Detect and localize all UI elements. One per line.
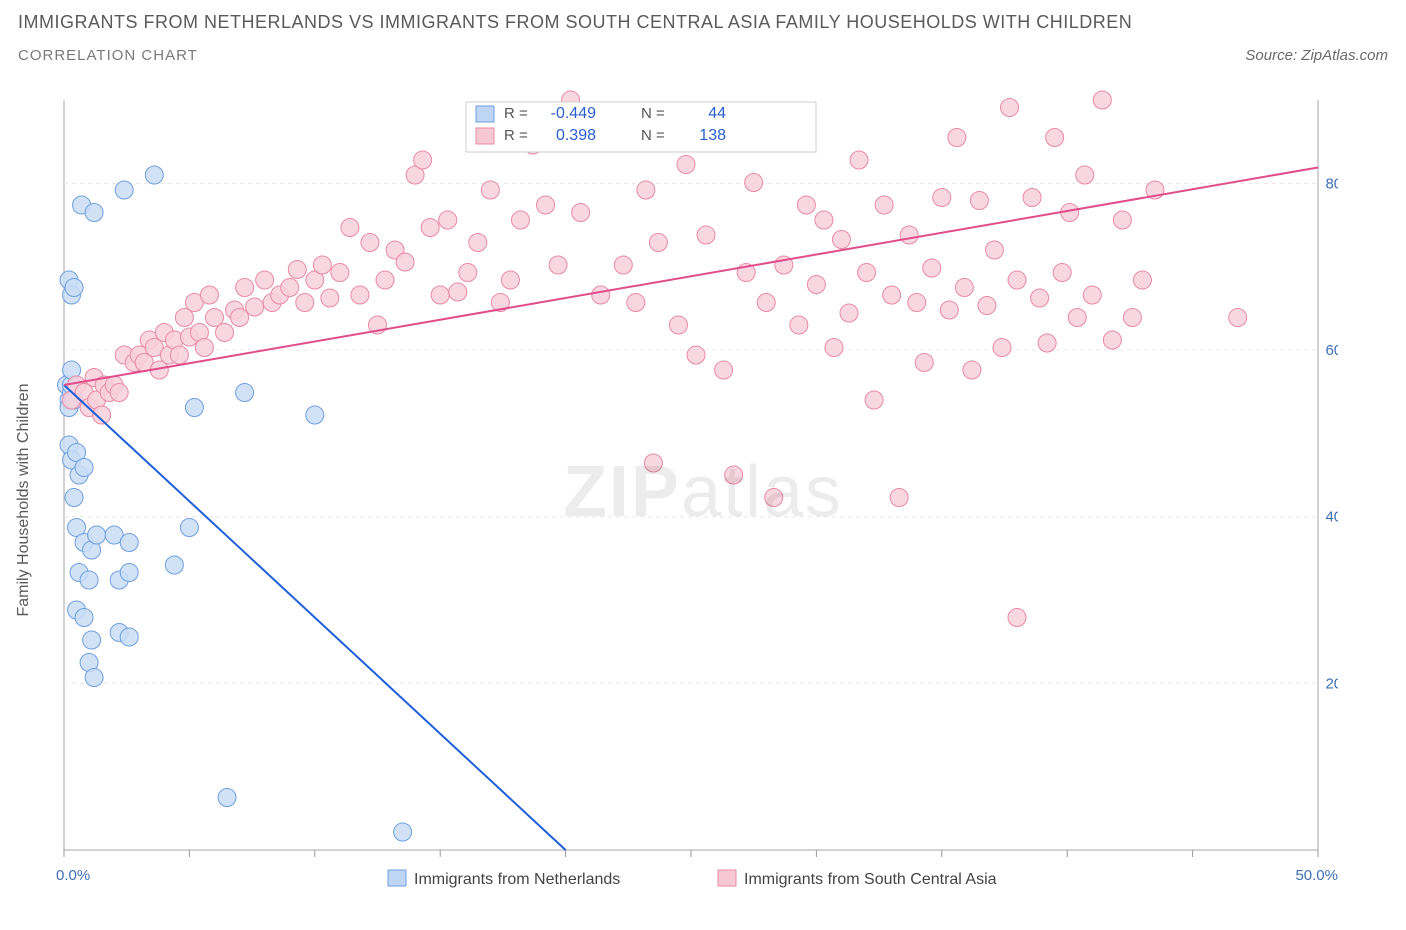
svg-text:N =: N = xyxy=(641,127,665,144)
svg-text:80.0%: 80.0% xyxy=(1325,175,1338,192)
svg-text:40.0%: 40.0% xyxy=(1325,509,1338,526)
chart-area: Family Households with Children ZIPatlas… xyxy=(18,90,1388,910)
svg-text:138: 138 xyxy=(699,127,726,144)
scatter-chart: 20.0% 40.0% 60.0% 80.0% 0.0% 50.0% R = -0.449 N … xyxy=(18,90,1338,910)
svg-text:-0.449: -0.449 xyxy=(551,105,596,122)
svg-text:50.0%: 50.0% xyxy=(1295,867,1338,884)
svg-text:R =: R = xyxy=(504,127,528,144)
svg-text:60.0%: 60.0% xyxy=(1325,342,1338,359)
svg-text:44: 44 xyxy=(708,105,726,122)
svg-text:N =: N = xyxy=(641,105,665,122)
source-name: ZipAtlas.com xyxy=(1301,47,1388,64)
chart-subtitle: CORRELATION CHART xyxy=(18,47,198,64)
svg-text:20.0%: 20.0% xyxy=(1325,675,1338,692)
svg-text:0.0%: 0.0% xyxy=(56,867,90,884)
source-label: Source: xyxy=(1245,47,1297,64)
chart-title: IMMIGRANTS FROM NETHERLANDS VS IMMIGRANT… xyxy=(18,12,1388,33)
svg-text:Immigrants from Netherlands: Immigrants from Netherlands xyxy=(414,871,620,888)
svg-text:R =: R = xyxy=(504,105,528,122)
svg-text:0.398: 0.398 xyxy=(556,127,596,144)
y-axis-label: Family Households with Children xyxy=(15,384,33,617)
svg-text:Immigrants from South Central: Immigrants from South Central Asia xyxy=(744,871,997,888)
source-attribution: Source: ZipAtlas.com xyxy=(1245,47,1388,64)
